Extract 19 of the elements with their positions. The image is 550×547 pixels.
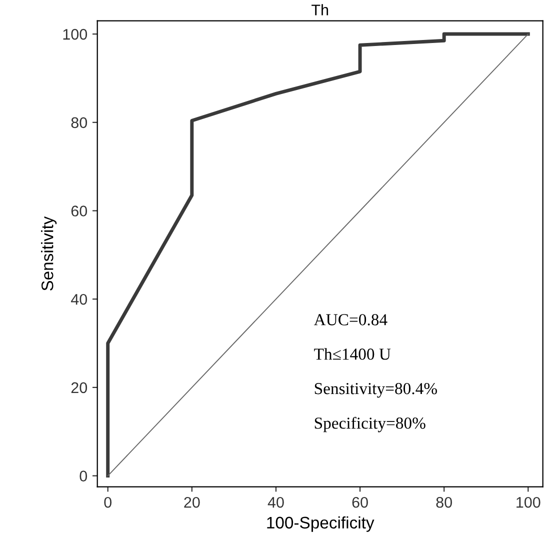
x-tick-label: 80: [436, 496, 452, 508]
x-tick-label: 0: [104, 496, 112, 508]
x-tick-label: 100: [516, 496, 540, 508]
chart-title: Th: [312, 4, 328, 16]
x-axis-title: 100-Specificity: [267, 516, 374, 532]
x-tick-label: 60: [352, 496, 368, 508]
annotation: Sensitivity=80.4%: [314, 382, 437, 398]
x-tick-label: 40: [268, 496, 284, 508]
y-tick-label: 80: [71, 117, 88, 128]
y-tick-label: 0: [80, 470, 88, 482]
y-tick-label: 40: [70, 294, 88, 305]
y-tick-label: 100: [63, 28, 88, 40]
annotation: Specificity=80%: [314, 416, 426, 432]
annotation: AUC=0.84: [314, 314, 388, 326]
y-tick-label: 20: [71, 382, 88, 394]
y-tick-label: 60: [71, 206, 88, 216]
annotation: Th≤1400 U: [314, 348, 391, 360]
x-tick-label: 20: [184, 496, 200, 508]
y-axis-title: Sensitivity: [41, 216, 57, 291]
